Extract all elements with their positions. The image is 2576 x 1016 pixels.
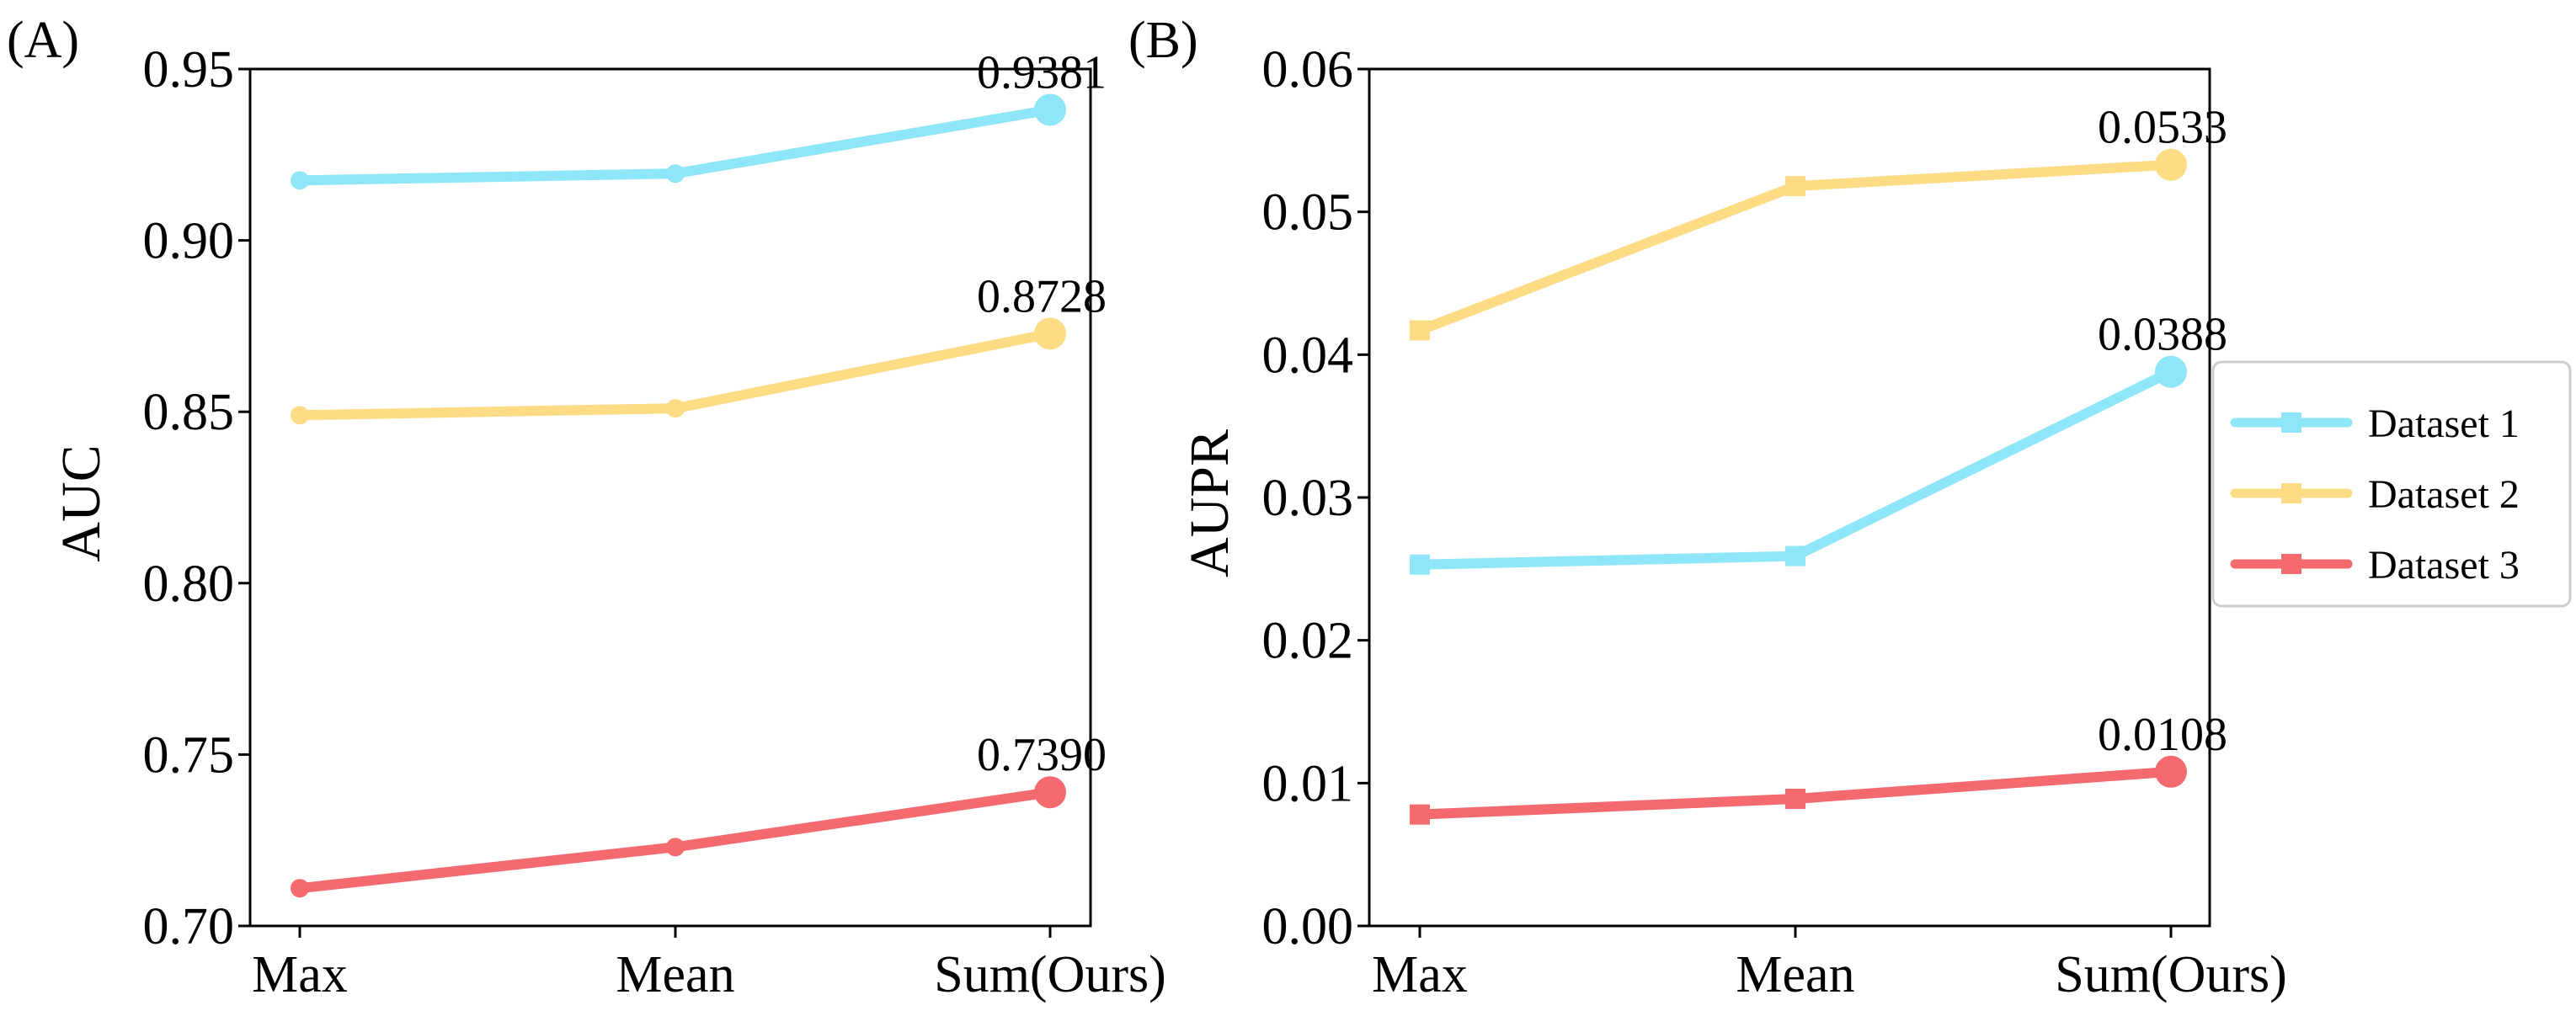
data-point [1785, 545, 1805, 567]
y-tick-label: 0.90 [143, 213, 235, 270]
data-label: 0.9381 [977, 46, 1107, 98]
data-label: 0.0533 [2098, 102, 2227, 154]
series-dataset-2 [291, 317, 1066, 425]
data-point [666, 399, 685, 418]
panel-a: (A) AUC 0.70 0.75 0.80 0.85 0.90 0.95 Max Mean… [7, 12, 1166, 1003]
data-point [1034, 317, 1066, 350]
legend-label: Dataset 3 [2368, 543, 2520, 588]
panel-b-x-ticks: Max Mean Sum(Ours) [1372, 926, 2287, 1003]
panel-a-y-ticks: 0.70 0.75 0.80 0.85 0.90 0.95 [143, 41, 250, 955]
data-label: 0.0388 [2098, 309, 2227, 361]
series-line [1415, 366, 2176, 570]
data-point [666, 838, 685, 857]
data-point [1785, 788, 1805, 809]
series-dataset-1 [1410, 355, 2187, 575]
panel-b-series [1410, 148, 2187, 825]
data-label: 0.0108 [2098, 709, 2227, 761]
panel-a-series [291, 93, 1066, 898]
legend-marker [2281, 483, 2301, 503]
panel-a-ylabel: AUC [51, 444, 112, 561]
x-tick-label: Mean [1736, 946, 1854, 1003]
panel-b-label: (B) [1128, 12, 1198, 69]
panel-a-annotations: 0.9381 0.8728 0.7390 [977, 46, 1107, 781]
x-tick-label: Max [1372, 946, 1468, 1003]
y-tick-label: 0.01 [1262, 755, 1354, 812]
y-tick-label: 0.03 [1262, 470, 1354, 527]
panel-b-ylabel: AUPR [1179, 429, 1240, 577]
legend: Dataset 1 Dataset 2 Dataset 3 [2211, 360, 2572, 608]
x-tick-label: Sum(Ours) [934, 946, 1166, 1003]
data-point [291, 406, 309, 425]
panel-a-plot-frame [248, 67, 1092, 928]
y-tick-label: 0.06 [1262, 41, 1354, 98]
series-dataset-2 [1410, 148, 2187, 341]
panel-b-y-ticks: 0.00 0.01 0.02 0.03 0.04 0.05 0.06 [1262, 41, 1369, 955]
series-dataset-3 [1410, 755, 2187, 825]
y-tick-label: 0.05 [1262, 184, 1354, 242]
series-dataset-1 [291, 93, 1066, 190]
legend-entry: Dataset 1 [2230, 402, 2520, 446]
data-point [291, 171, 309, 190]
panel-b-annotations: 0.0533 0.0388 0.0108 [2098, 102, 2227, 761]
data-point [2155, 355, 2187, 388]
data-point [2155, 148, 2187, 181]
data-point [1410, 320, 1430, 341]
panel-a-x-ticks: Max Mean Sum(Ours) [252, 926, 1166, 1003]
panel-a-label: (A) [7, 12, 79, 69]
y-tick-label: 0.02 [1262, 613, 1354, 670]
x-tick-label: Mean [616, 946, 734, 1003]
data-label: 0.8728 [977, 270, 1107, 322]
series-dataset-3 [291, 776, 1066, 898]
legend-entry: Dataset 3 [2230, 543, 2520, 588]
y-tick-label: 0.04 [1262, 327, 1354, 384]
data-point [1410, 554, 1430, 575]
data-point [1785, 176, 1805, 197]
y-tick-label: 0.75 [143, 726, 235, 784]
y-tick-label: 0.85 [143, 384, 235, 441]
panel-b: (B) AUPR 0.00 0.01 0.02 0.03 0.04 0.05 0.06 Ma… [1128, 12, 2287, 1003]
y-tick-label: 0.00 [1262, 898, 1354, 955]
legend-label: Dataset 2 [2368, 472, 2520, 517]
y-tick-label: 0.95 [143, 41, 235, 98]
data-point [1410, 804, 1430, 825]
data-label: 0.7390 [977, 729, 1107, 781]
data-point [666, 164, 685, 184]
legend-entry: Dataset 2 [2230, 472, 2520, 517]
data-point [1034, 776, 1066, 809]
data-point [1034, 93, 1066, 126]
data-point [291, 879, 309, 898]
legend-marker [2281, 412, 2301, 433]
data-point [2155, 755, 2187, 788]
x-tick-label: Sum(Ours) [2055, 946, 2287, 1003]
y-tick-label: 0.80 [143, 556, 235, 613]
legend-label: Dataset 1 [2368, 402, 2520, 446]
legend-marker [2281, 554, 2301, 574]
y-tick-label: 0.70 [143, 898, 235, 955]
x-tick-label: Max [252, 946, 348, 1003]
